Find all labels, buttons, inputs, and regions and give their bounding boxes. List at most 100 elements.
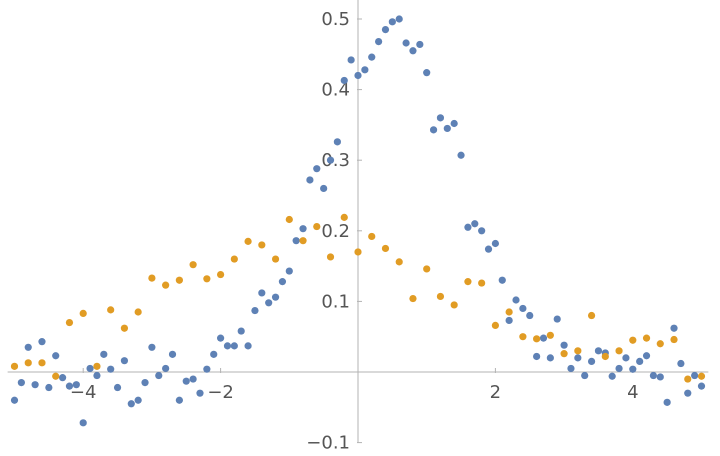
data-point [629,336,637,344]
data-point [381,25,390,34]
data-point [587,357,596,366]
data-point [375,37,383,46]
data-point [340,213,348,221]
data-point [402,39,410,47]
data-point [457,151,465,159]
data-point [38,359,46,367]
data-point [443,124,451,133]
data-point [395,15,403,23]
data-point [93,362,101,370]
data-point [285,215,293,224]
y-tick-label: 0.1 [321,291,350,312]
y-tick-label: 0.3 [321,150,350,171]
data-point [533,335,541,343]
data-point [491,239,499,248]
data-point [519,333,527,341]
data-point [436,292,445,301]
data-point [189,261,197,269]
data-point [581,371,589,380]
data-point [409,294,417,303]
data-point [354,71,362,80]
data-point [65,382,74,390]
data-point [368,53,376,61]
data-point [52,352,60,360]
data-point [656,373,664,381]
y-tick-label: 0.5 [321,9,350,30]
data-point [107,306,115,314]
series-2 [10,213,706,383]
data-point [684,389,692,397]
data-point [271,255,280,263]
data-point [120,357,129,365]
data-point [340,76,348,85]
data-point [395,258,403,266]
data-point [271,293,280,301]
data-point [498,276,506,284]
data-point [471,220,479,228]
data-point [636,357,644,366]
data-point [677,359,685,368]
data-point [52,372,60,380]
data-point [361,66,369,74]
data-point [24,359,32,367]
data-point [642,352,651,360]
data-point [663,398,671,406]
data-point [162,281,170,289]
data-point [244,342,252,350]
data-point [100,350,108,358]
data-point [93,371,101,380]
data-point [381,244,390,253]
data-point [292,237,300,245]
data-point [162,364,170,373]
data-point [285,267,293,275]
data-point [38,338,46,346]
data-point [134,308,142,316]
data-point [251,306,259,315]
data-point [320,184,328,193]
data-point [217,334,225,342]
data-point [148,274,156,282]
data-point [86,364,94,373]
data-point [223,342,232,350]
data-point [622,354,630,362]
data-point [697,382,706,390]
data-point [258,241,266,249]
data-point [217,270,225,279]
data-point [326,253,335,261]
data-point [10,396,19,404]
data-point [684,375,692,383]
data-point [484,245,493,253]
data-point [505,308,513,316]
series-1 [10,15,706,427]
data-point [560,350,568,358]
data-point [670,324,678,332]
data-point [505,316,513,325]
data-point [196,389,204,397]
x-ticks: −4 −2 2 4 [70,368,639,403]
data-point [203,275,211,283]
data-point [574,354,582,362]
data-point [182,377,190,385]
data-point [388,18,396,26]
data-point [526,311,534,320]
data-point [278,278,287,286]
data-point [237,327,245,335]
y-ticks: −0.1 0.1 0.2 0.3 0.4 0.5 [306,9,362,454]
data-point [265,299,273,307]
data-point [478,279,486,287]
data-point [127,400,135,408]
data-point [24,343,32,351]
data-point [306,176,314,184]
data-point [230,342,238,350]
data-point [642,334,651,342]
data-point [697,372,706,380]
data-point [450,119,458,128]
data-point [299,225,307,233]
data-point [629,365,637,373]
data-point [478,227,486,235]
data-point [429,126,438,134]
data-point [656,340,664,348]
axes [7,0,709,443]
